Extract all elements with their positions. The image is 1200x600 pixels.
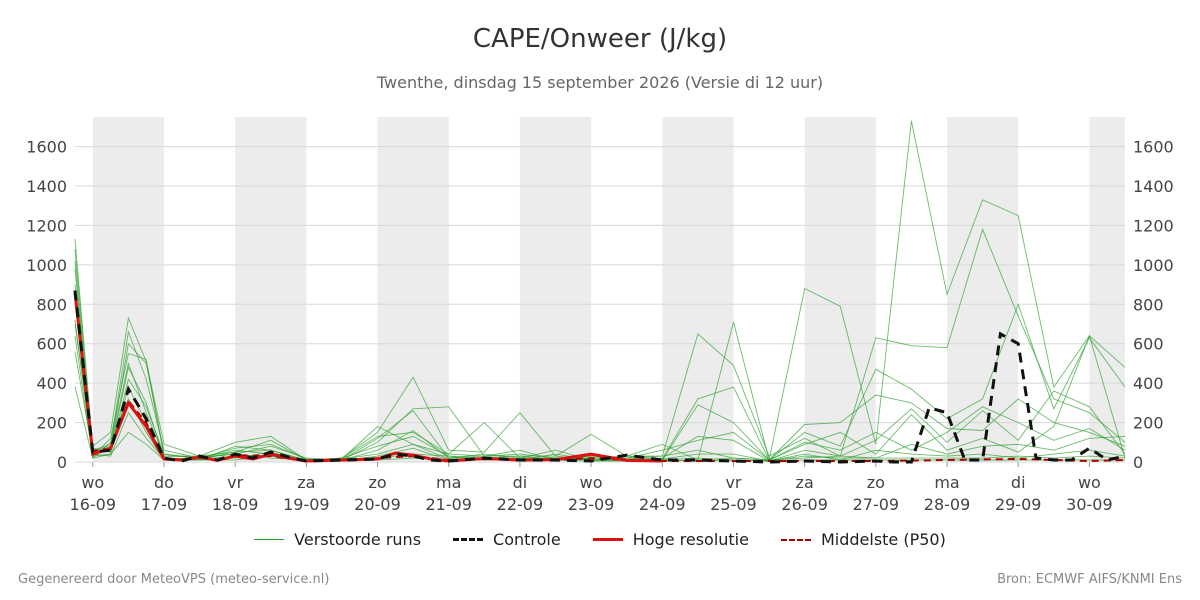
y-tick-left-600: 600 bbox=[36, 335, 67, 354]
x-tick-date-3: 19-09 bbox=[283, 495, 330, 514]
x-tick-date-8: 24-09 bbox=[639, 495, 686, 514]
x-tick-day-8: do bbox=[652, 473, 672, 492]
legend-swatch-highres bbox=[592, 538, 623, 541]
x-tick-day-2: vr bbox=[227, 473, 243, 492]
x-tick-day-14: wo bbox=[1078, 473, 1101, 492]
y-tick-left-200: 200 bbox=[36, 414, 67, 433]
y-tick-left-800: 800 bbox=[36, 295, 67, 314]
night-band-1 bbox=[235, 117, 307, 462]
x-tick-day-12: ma bbox=[934, 473, 959, 492]
y-tick-right-0: 0 bbox=[1133, 453, 1143, 472]
night-band-7 bbox=[1089, 117, 1125, 462]
x-tick-date-1: 17-09 bbox=[141, 495, 188, 514]
chart-title: CAPE/Onweer (J/kg) bbox=[472, 24, 728, 54]
y-tick-right-1200: 1200 bbox=[1133, 216, 1174, 235]
y-tick-right-1000: 1000 bbox=[1133, 256, 1174, 275]
y-tick-right-1600: 1600 bbox=[1133, 138, 1174, 157]
x-tick-day-6: di bbox=[513, 473, 528, 492]
x-tick-day-13: di bbox=[1011, 473, 1026, 492]
x-tick-day-9: vr bbox=[725, 473, 741, 492]
legend-swatch-median bbox=[780, 538, 811, 541]
night-band-4 bbox=[662, 117, 734, 462]
legend-label-median: Middelste (P50) bbox=[820, 530, 946, 549]
x-tick-day-4: zo bbox=[368, 473, 386, 492]
x-tick-date-11: 27-09 bbox=[853, 495, 900, 514]
legend-item-ensemble: Verstoorde runs bbox=[254, 530, 421, 549]
x-tick-day-1: do bbox=[154, 473, 174, 492]
y-tick-left-1400: 1400 bbox=[26, 177, 67, 196]
x-tick-day-11: zo bbox=[867, 473, 885, 492]
series-control bbox=[73, 290, 1126, 464]
x-tick-date-2: 18-09 bbox=[212, 495, 259, 514]
x-tick-day-10: za bbox=[796, 473, 814, 492]
x-tick-day-0: wo bbox=[81, 473, 104, 492]
x-tick-day-3: za bbox=[297, 473, 315, 492]
night-band-2 bbox=[377, 117, 449, 462]
x-tick-date-13: 29-09 bbox=[995, 495, 1042, 514]
y-tick-right-600: 600 bbox=[1133, 335, 1164, 354]
x-tick-date-5: 21-09 bbox=[425, 495, 472, 514]
footer-generator: Gegenereerd door MeteoVPS (meteo-service… bbox=[18, 572, 330, 587]
x-tick-date-7: 23-09 bbox=[568, 495, 615, 514]
night-band-0 bbox=[92, 117, 164, 462]
legend: Verstoorde runs Controle Hoge resolutie Mid… bbox=[0, 530, 1200, 549]
y-tick-left-1600: 1600 bbox=[26, 138, 67, 157]
night-band-5 bbox=[804, 117, 876, 462]
y-tick-left-0: 0 bbox=[57, 453, 67, 472]
x-tick-day-7: wo bbox=[580, 473, 603, 492]
night-band-3 bbox=[519, 117, 592, 462]
legend-item-control: Controle bbox=[453, 530, 561, 549]
legend-swatch-ensemble bbox=[254, 539, 285, 540]
y-tick-left-1200: 1200 bbox=[26, 216, 67, 235]
legend-item-highres: Hoge resolutie bbox=[592, 530, 749, 549]
legend-item-median: Middelste (P50) bbox=[780, 530, 946, 549]
chart-subtitle: Twenthe, dinsdag 15 september 2026 (Vers… bbox=[376, 73, 824, 92]
x-tick-date-14: 30-09 bbox=[1066, 495, 1113, 514]
footer-source: Bron: ECMWF AIFS/KNMI Ens bbox=[997, 572, 1182, 587]
x-tick-date-10: 26-09 bbox=[781, 495, 828, 514]
legend-label-highres: Hoge resolutie bbox=[632, 530, 749, 549]
x-tick-date-0: 16-09 bbox=[70, 495, 117, 514]
x-tick-date-4: 20-09 bbox=[354, 495, 401, 514]
y-tick-right-1400: 1400 bbox=[1133, 177, 1174, 196]
y-tick-right-200: 200 bbox=[1133, 414, 1164, 433]
y-tick-right-400: 400 bbox=[1133, 374, 1164, 393]
legend-swatch-control bbox=[453, 538, 484, 541]
x-tick-date-9: 25-09 bbox=[710, 495, 757, 514]
y-tick-left-400: 400 bbox=[36, 374, 67, 393]
x-tick-date-6: 22-09 bbox=[497, 495, 544, 514]
legend-label-ensemble: Verstoorde runs bbox=[294, 530, 422, 549]
y-tick-right-800: 800 bbox=[1133, 295, 1164, 314]
y-tick-left-1000: 1000 bbox=[26, 256, 67, 275]
legend-label-control: Controle bbox=[493, 530, 561, 549]
x-tick-day-5: ma bbox=[436, 473, 461, 492]
night-band-6 bbox=[947, 117, 1019, 462]
x-tick-date-12: 28-09 bbox=[924, 495, 971, 514]
